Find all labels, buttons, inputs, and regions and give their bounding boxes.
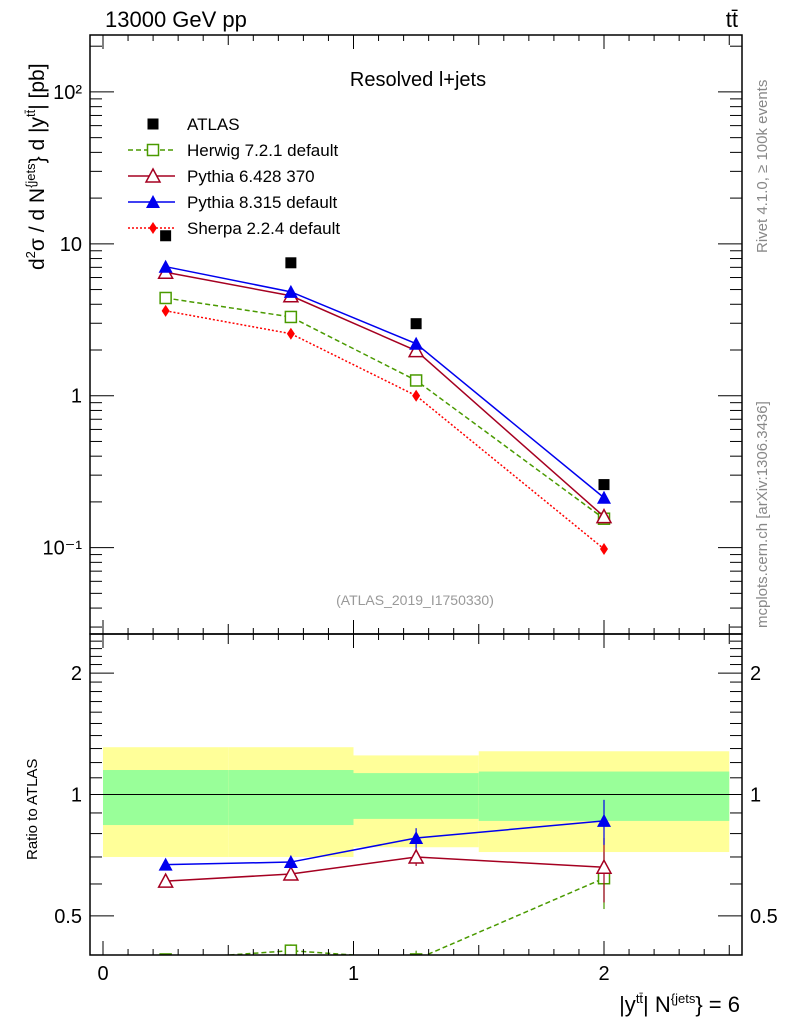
rivet-label: Rivet 4.1.0, ≥ 100k events: [754, 80, 771, 253]
ratio-line-pythia-6-428-370: [165, 856, 605, 882]
ratio-point-pythia-6-428-370: [282, 865, 300, 881]
legend-label-sherpa-2-2-4-default: Sherpa 2.2.4 default: [187, 219, 340, 238]
energy-label: 13000 GeV pp: [105, 7, 247, 32]
point-sherpa-2-2-4-default: [286, 327, 295, 340]
ratio-y-tick-label-right: 1: [750, 785, 761, 807]
panel-title: Resolved l+jets: [350, 69, 486, 91]
ratio-point-pythia-8-315-default: [283, 855, 298, 869]
legend-label-pythia-6-428-370: Pythia 6.428 370: [187, 167, 315, 186]
point-sherpa-2-2-4-default: [412, 389, 421, 402]
y-tick-label: 10: [60, 234, 82, 256]
point-atlas: [410, 318, 422, 330]
line-pythia-8-315-default: [165, 265, 605, 499]
legend-marker-herwig-7-2-1-default: [146, 143, 160, 157]
point-atlas: [285, 257, 297, 269]
ratio-y-tick-label: 2: [71, 663, 82, 685]
legend-label-herwig-7-2-1-default: Herwig 7.2.1 default: [187, 141, 338, 160]
y-tick-label: 10²: [53, 82, 82, 104]
ratio-point-herwig-7-2-1-default: [284, 944, 298, 955]
legend-marker-atlas: [147, 118, 159, 130]
y-tick-label: 1: [71, 386, 82, 408]
point-pythia-8-315-default: [597, 490, 611, 504]
ratio-y-tick-label: 1: [71, 785, 82, 807]
uncertainty-band-inner: [353, 773, 479, 819]
ratio-point-pythia-8-315-default: [158, 857, 173, 871]
point-pythia-8-315-default: [409, 336, 424, 350]
legend-marker-sherpa-2-2-4-default: [149, 222, 157, 234]
point-pythia-6-428-370: [407, 342, 425, 358]
x-tick-label: 1: [348, 963, 359, 985]
point-pythia-6-428-370: [595, 508, 613, 524]
point-atlas: [598, 479, 610, 491]
ratio-line-pythia-8-315-default: [165, 820, 605, 866]
ratio-y-tick-label: 0.5: [54, 906, 82, 928]
ratio-y-axis-label: Ratio to ATLAS: [24, 759, 41, 860]
point-sherpa-2-2-4-default: [161, 304, 170, 317]
main-y-axis-label: d2σ / d N{jets} d |ytt̄| [pb]: [23, 63, 49, 270]
x-axis-label: |ytt̄| N{jets} = 6: [619, 991, 740, 1017]
ratio-point-sherpa-2-2-4-default: [287, 977, 295, 989]
line-sherpa-2-2-4-default: [165, 310, 605, 550]
ratio-point-sherpa-2-2-4-default: [162, 988, 170, 1000]
ratio-point-pythia-6-428-370: [407, 848, 425, 864]
legend-label-atlas: ATLAS: [187, 115, 240, 134]
point-atlas: [160, 230, 172, 242]
mcplots-label: mcplots.cern.ch [arXiv:1306.3436]: [754, 401, 771, 628]
point-pythia-8-315-default: [158, 259, 173, 273]
legend-label-pythia-8-315-default: Pythia 8.315 default: [187, 193, 338, 212]
ratio-line-herwig-7-2-1-default: [218, 877, 605, 955]
ratio-y-tick-label-right: 0.5: [750, 906, 778, 928]
point-herwig-7-2-1-default: [409, 374, 423, 387]
ratio-line-sherpa-2-2-4-default: [166, 964, 604, 994]
uncertainty-band-inner: [103, 770, 229, 826]
legend-marker-pythia-8-315-default: [146, 195, 160, 208]
ratio-point-sherpa-2-2-4-default: [412, 977, 420, 989]
legend-marker-pythia-6-428-370: [144, 167, 162, 183]
ratio-point-pythia-8-315-default: [409, 831, 424, 845]
ratio-y-tick-label-right: 2: [750, 663, 761, 685]
analysis-id: (ATLAS_2019_I1750330): [336, 592, 494, 608]
point-herwig-7-2-1-default: [159, 291, 172, 305]
x-tick-label: 0: [97, 963, 108, 985]
point-pythia-8-315-default: [283, 284, 298, 298]
line-pythia-6-428-370: [165, 271, 605, 518]
process-label: tt̄: [726, 7, 738, 32]
point-herwig-7-2-1-default: [284, 310, 298, 324]
x-tick-label: 2: [598, 963, 609, 985]
ratio-point-pythia-6-428-370: [595, 858, 613, 875]
legend: ATLAS Herwig 7.2.1 default Pythia 6.428 37…: [128, 115, 340, 238]
line-herwig-7-2-1-default: [165, 297, 605, 520]
y-tick-label: 10⁻¹: [43, 538, 83, 560]
point-sherpa-2-2-4-default: [600, 542, 608, 555]
ratio-point-pythia-6-428-370: [157, 872, 174, 888]
uncertainty-band-inner: [228, 770, 354, 826]
ratio-point-pythia-8-315-default: [597, 813, 611, 827]
